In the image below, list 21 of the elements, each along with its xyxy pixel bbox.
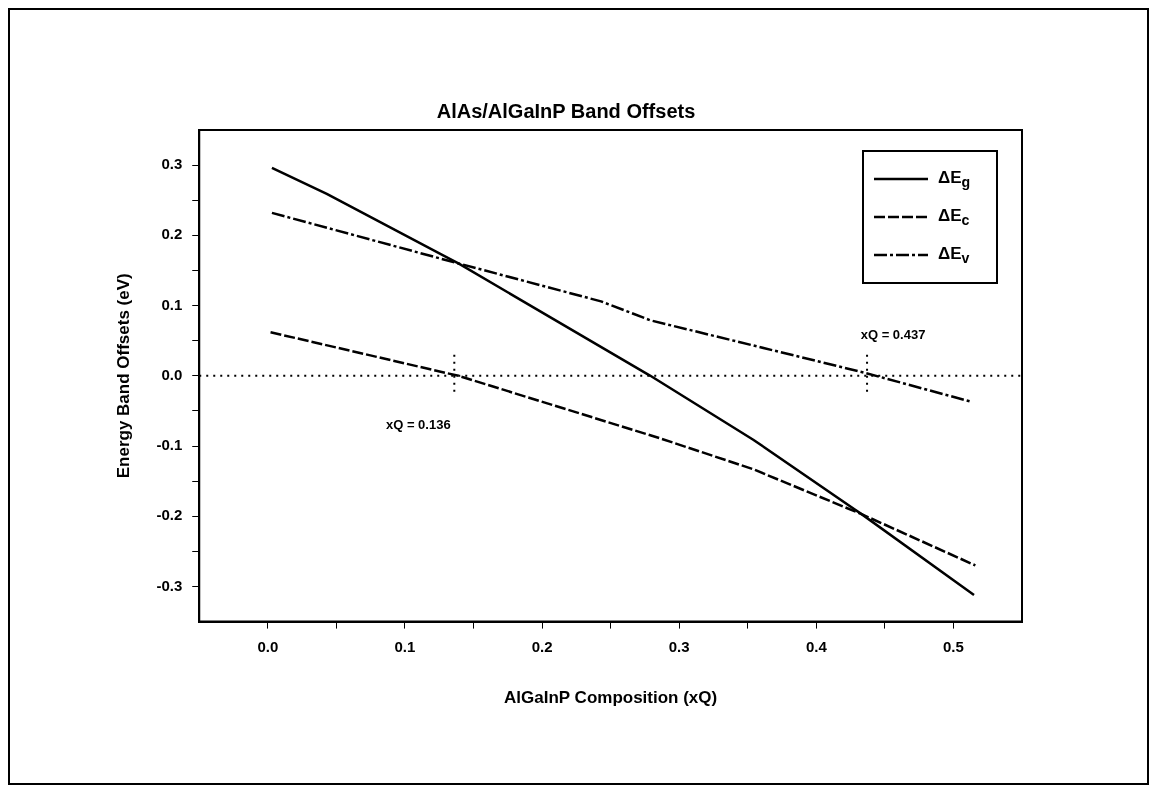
y-tick-label: 0.1 <box>161 295 183 313</box>
y-tick-label: 0.3 <box>161 155 183 173</box>
y-tick-label: 0.2 <box>161 225 183 243</box>
legend-label: ΔE$_{v}$ <box>938 243 970 267</box>
ref-line-label: xQ = 0.136 <box>385 417 451 433</box>
y-tick-label: 0.0 <box>161 365 183 383</box>
x-tick-label: 0.3 <box>668 637 690 655</box>
y-tick-label: -0.1 <box>156 436 183 454</box>
x-tick-label: 0.5 <box>943 637 964 655</box>
legend-label: ΔE$_{c}$ <box>938 205 970 229</box>
y-tick-label: -0.2 <box>156 506 183 524</box>
y-tick-label: -0.3 <box>156 576 183 594</box>
chart-title: AlAs/AlGaInP Band Offsets <box>436 99 696 122</box>
x-tick-label: 0.2 <box>531 637 553 655</box>
x-tick-label: 0.1 <box>394 637 416 655</box>
ref-line-label: xQ = 0.437 <box>860 327 926 343</box>
x-tick-label: 0.4 <box>805 637 828 655</box>
x-axis-title: AlGaInP Composition (xQ) <box>504 688 718 708</box>
y-axis-title: Energy Band Offsets (eV) <box>113 273 133 479</box>
legend-label: ΔE$_{g}$ <box>938 167 971 191</box>
x-tick-label: 0.0 <box>257 637 279 655</box>
